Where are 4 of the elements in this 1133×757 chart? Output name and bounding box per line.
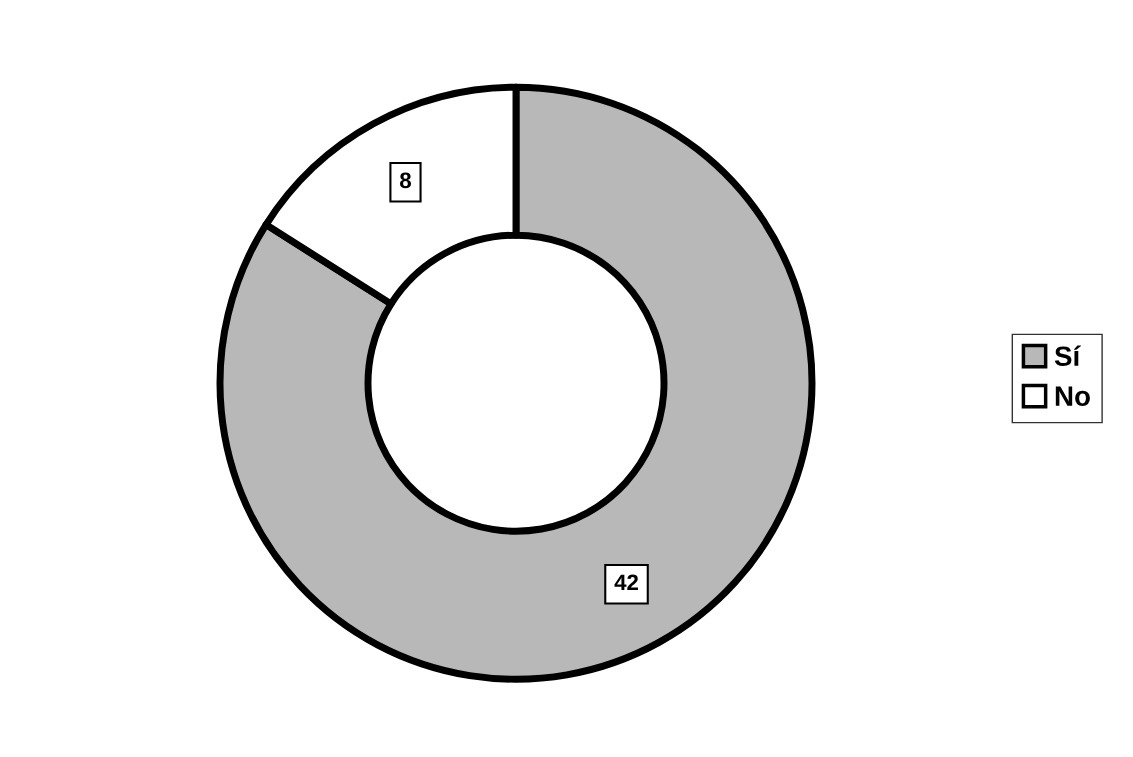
data-label: 8	[400, 172, 411, 189]
legend-label: Sí	[1054, 345, 1081, 367]
data-label: 42	[614, 574, 638, 590]
legend-label: No	[1055, 386, 1090, 406]
